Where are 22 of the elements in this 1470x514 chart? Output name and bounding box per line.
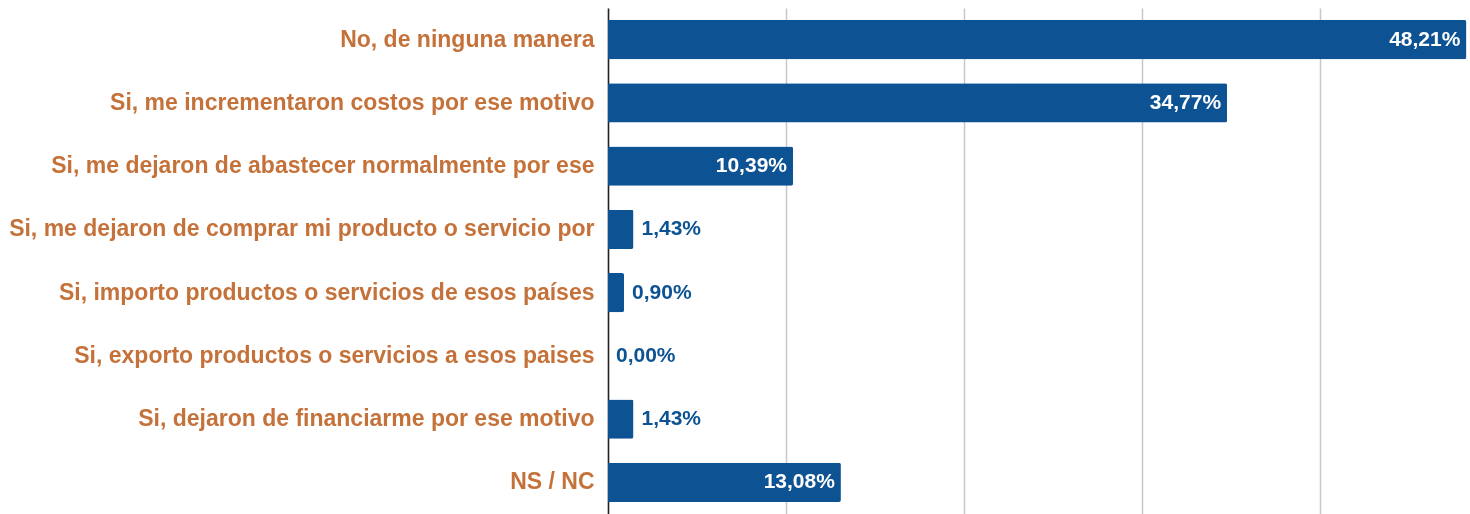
y-tick-label: Si, me incrementaron costos por ese motivo [110, 88, 595, 115]
data-label: 34,77% [1149, 89, 1222, 113]
y-tick-label: Si, dejaron de financiarme por ese motivo [138, 405, 595, 432]
bar [608, 83, 1228, 123]
bar [608, 20, 1467, 60]
y-tick-label: Si, me dejaron de abastecer normalmente por ese [51, 152, 595, 179]
y-tick-label: NS / NC [510, 468, 595, 495]
y-tick-label: Si, exporto productos o servicios a esos paises [74, 341, 595, 368]
data-label: 10,39% [715, 153, 788, 177]
bar [608, 462, 841, 502]
data-label: 1,43% [641, 216, 702, 240]
bar [608, 399, 634, 439]
data-label: 1,43% [641, 406, 702, 430]
data-label: 0,00% [616, 342, 676, 366]
bar [608, 209, 634, 249]
data-label: 48,21% [1389, 26, 1461, 50]
data-label: 13,08% [763, 469, 836, 493]
y-tick-label: Si, importo productos o servicios de esos países [58, 278, 595, 305]
data-label: 0,90% [632, 279, 692, 303]
y-tick-label: Si, me dejaron de comprar mi producto o servicio por [9, 215, 595, 242]
y-tick-label: No, de ninguna manera [340, 25, 595, 52]
bar [608, 273, 625, 313]
